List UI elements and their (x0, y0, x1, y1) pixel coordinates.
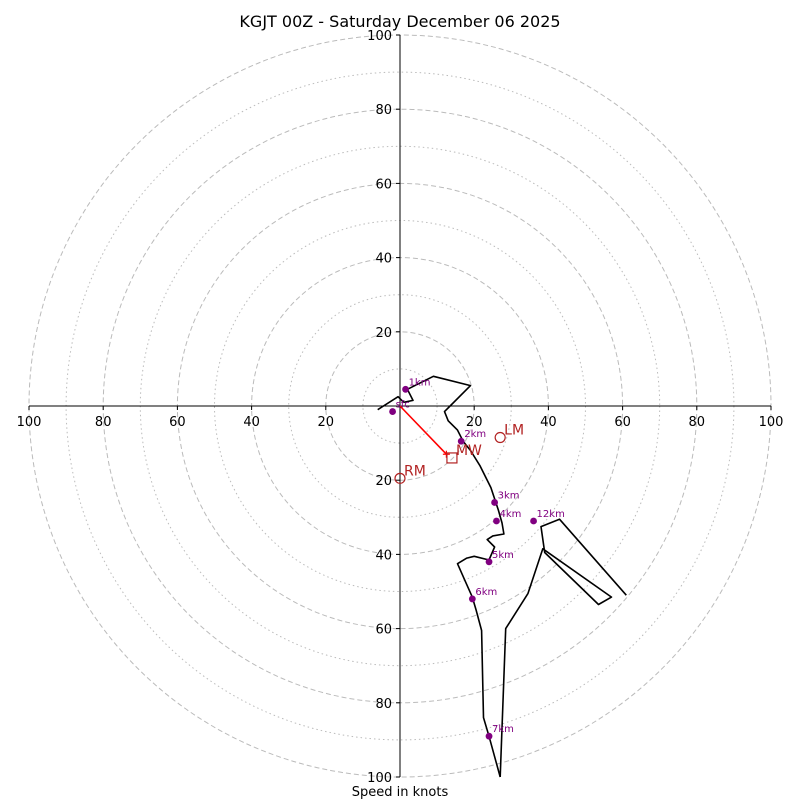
x-axis-label: Speed in knots (352, 785, 449, 800)
shear-vector-group (399, 405, 450, 458)
tick-label-top-40: 40 (375, 252, 392, 267)
tick-label-right-60: 60 (614, 415, 631, 430)
tick-label-right-20: 20 (466, 415, 483, 430)
storm-motion-marker-RM (394, 472, 406, 484)
height-label-sfc: sfc (396, 400, 410, 411)
hodograph-trace-upper (499, 518, 627, 778)
height-markers: sfc 1km 2km 3km 4km 5km 6km 7km 12km (389, 377, 565, 740)
tick-label-top-80: 80 (375, 103, 392, 118)
height-label-4km: 4km (499, 509, 521, 520)
height-label-5km: 5km (492, 550, 514, 561)
tick-label-left-60: 60 (169, 415, 186, 430)
height-marker-3km (491, 499, 499, 506)
shear-vector-line (399, 405, 447, 455)
tick-label-top-100: 100 (367, 29, 392, 44)
tick-label-bottom-40: 40 (375, 548, 392, 563)
height-marker-4km (493, 517, 500, 525)
height-marker-2km (457, 437, 465, 445)
hodograph-trace-lower (377, 375, 505, 778)
storm-motion-label-RM: RM (404, 463, 426, 479)
height-marker-1km (402, 385, 409, 393)
height-label-12km: 12km (537, 509, 565, 520)
height-label-2km: 2km (464, 429, 486, 440)
tick-label-bottom-60: 60 (375, 623, 392, 638)
tick-label-right-40: 40 (540, 415, 557, 430)
wind-traces (377, 375, 627, 778)
tick-labels: 100 80 60 40 20 20 40 60 80 100 100 80 60 40 20 20 40 60 8… (17, 29, 784, 786)
storm-motion-marker-MW (446, 452, 458, 464)
height-marker-12km (530, 517, 537, 525)
height-marker-7km (485, 732, 493, 740)
tick-label-right-100: 100 (759, 415, 784, 430)
height-label-6km: 6km (475, 587, 497, 598)
storm-motion-markers: LM MW RM (394, 423, 524, 484)
tick-label-bottom-100: 100 (367, 771, 392, 786)
tick-label-left-100: 100 (17, 415, 42, 430)
tick-label-top-20: 20 (375, 326, 392, 341)
height-marker-sfc (389, 408, 396, 415)
height-marker-5km (485, 558, 493, 566)
tick-label-left-80: 80 (95, 415, 112, 430)
storm-motion-marker-LM (494, 431, 506, 444)
tick-label-bottom-20: 20 (375, 474, 392, 489)
height-label-7km: 7km (492, 724, 514, 735)
tick-label-top-60: 60 (375, 177, 392, 192)
tick-label-left-40: 40 (243, 415, 260, 430)
height-marker-6km (468, 595, 476, 603)
tick-label-bottom-80: 80 (375, 697, 392, 712)
tick-label-left-20: 20 (318, 415, 335, 430)
storm-motion-label-LM: LM (504, 423, 524, 439)
storm-motion-label-MW: MW (456, 443, 482, 459)
height-label-1km: 1km (409, 377, 431, 388)
tick-label-right-80: 80 (689, 415, 706, 430)
height-label-3km: 3km (498, 490, 520, 501)
chart-title: KGJT 00Z - Saturday December 06 2025 (239, 12, 560, 31)
